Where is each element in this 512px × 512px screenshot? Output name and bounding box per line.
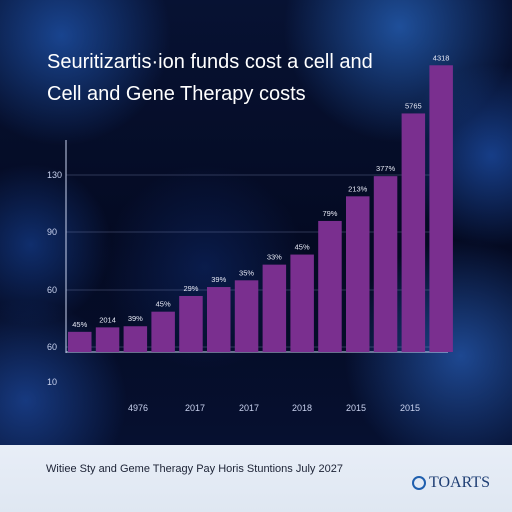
y-tick-label: 10 xyxy=(47,377,57,387)
brand-logo: TOARTS xyxy=(412,473,490,493)
data-label: 45% xyxy=(295,243,310,252)
bar xyxy=(429,65,453,352)
x-tick-label: 2015 xyxy=(346,403,366,413)
y-tick-label: 60 xyxy=(47,285,57,295)
title-line-1: Seuritizartis·ion funds cost a cell and xyxy=(47,51,373,73)
logo-text: TOARTS xyxy=(429,474,490,491)
data-label: 35% xyxy=(239,268,254,277)
x-tick-label: 4976 xyxy=(128,403,148,413)
bar xyxy=(68,331,92,352)
data-label: 2014 xyxy=(99,315,116,324)
y-tick-label: 130 xyxy=(47,170,62,180)
data-label: 39% xyxy=(128,314,143,323)
x-tick-label: 2017 xyxy=(185,403,205,413)
data-label: 5765 xyxy=(405,101,422,110)
title-line-2: Cell and Gene Therapy costs xyxy=(47,83,306,105)
footer-bar xyxy=(0,445,512,512)
bar xyxy=(401,113,426,352)
bar-chart: 130 90 60 60 10 45% 2014 39% 45% 29% 39% 35% 33% 45% 7… xyxy=(47,53,453,413)
bar xyxy=(290,254,314,352)
x-tick-label: 2017 xyxy=(239,403,259,413)
data-label: 4318 xyxy=(433,53,450,62)
data-label: 45% xyxy=(72,320,87,329)
logo-mark-icon xyxy=(412,476,426,490)
x-tick-label: 2018 xyxy=(292,403,312,413)
background-image xyxy=(0,0,512,445)
y-tick-label: 90 xyxy=(47,227,57,237)
bar xyxy=(346,196,370,352)
chart-title: Seuritizartis·ion funds cost a cell and … xyxy=(47,46,487,110)
bar xyxy=(234,280,259,352)
data-label: 377% xyxy=(376,164,396,173)
data-label: 29% xyxy=(183,284,198,293)
bar xyxy=(151,311,175,352)
bar xyxy=(179,296,203,352)
bar xyxy=(373,176,398,352)
bar xyxy=(123,326,148,352)
data-label: 213% xyxy=(348,184,368,193)
data-label: 45% xyxy=(156,300,171,309)
y-tick-label: 60 xyxy=(47,342,57,352)
bar xyxy=(318,220,342,352)
source-note: Witiee Sty and Geme Theragy Pay Horis St… xyxy=(46,463,343,475)
bar xyxy=(262,264,287,352)
bar xyxy=(207,287,231,352)
data-label: 79% xyxy=(322,209,337,218)
data-label: 39% xyxy=(211,275,226,284)
x-tick-label: 2015 xyxy=(400,403,420,413)
data-label: 33% xyxy=(267,253,282,262)
bar xyxy=(95,327,120,352)
